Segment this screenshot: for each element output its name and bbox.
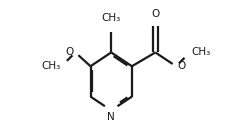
Text: O: O bbox=[66, 47, 74, 57]
Text: CH₃: CH₃ bbox=[102, 14, 121, 23]
Text: CH₃: CH₃ bbox=[41, 61, 60, 71]
Text: N: N bbox=[107, 112, 115, 122]
Text: O: O bbox=[151, 9, 160, 19]
Text: CH₃: CH₃ bbox=[191, 47, 210, 57]
Text: O: O bbox=[178, 61, 186, 71]
